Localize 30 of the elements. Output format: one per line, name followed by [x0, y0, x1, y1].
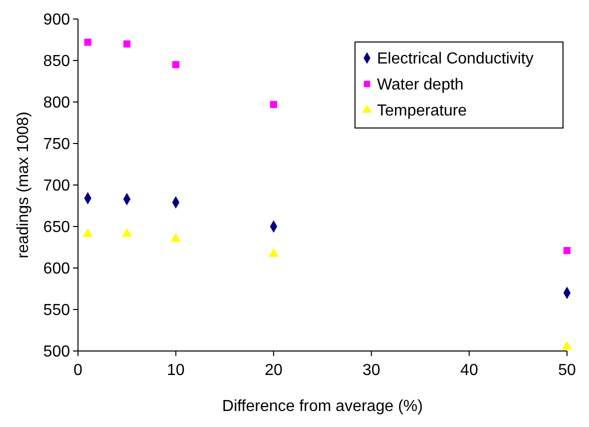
legend-label: Temperature: [377, 102, 467, 120]
point: [84, 38, 92, 46]
point: [170, 233, 181, 242]
y-tick-label: 650: [43, 219, 70, 236]
point: [563, 247, 571, 254]
legend-label: Electrical Conductivity: [377, 50, 534, 68]
point: [562, 340, 572, 350]
point: [123, 40, 130, 48]
y-tick-label: 600: [43, 260, 70, 278]
point: [270, 100, 278, 108]
legend-label: Water depth: [377, 76, 464, 94]
x-tick-label: 20: [264, 362, 283, 379]
point: [268, 248, 279, 257]
point: [82, 228, 93, 237]
y-tick-label: 500: [43, 344, 70, 361]
point: [122, 228, 132, 237]
x-tick-label: 40: [460, 362, 478, 379]
y-axis-title: readings (max 1008): [15, 112, 32, 258]
y-tick-label: 850: [43, 53, 70, 70]
x-axis-title: Difference from average (%): [222, 398, 423, 415]
x-tick-label: 0: [74, 362, 83, 379]
y-tick-label: 550: [43, 302, 70, 320]
y-tick-label: 800: [43, 94, 70, 112]
x-tick-label: 50: [558, 362, 576, 379]
y-tick-label: 900: [43, 12, 70, 29]
x-tick-label: 10: [166, 362, 185, 379]
y-tick-label: 700: [43, 178, 70, 195]
x-tick-label: 30: [362, 362, 380, 379]
y-tick-label: 750: [43, 136, 70, 154]
point: [172, 61, 180, 68]
